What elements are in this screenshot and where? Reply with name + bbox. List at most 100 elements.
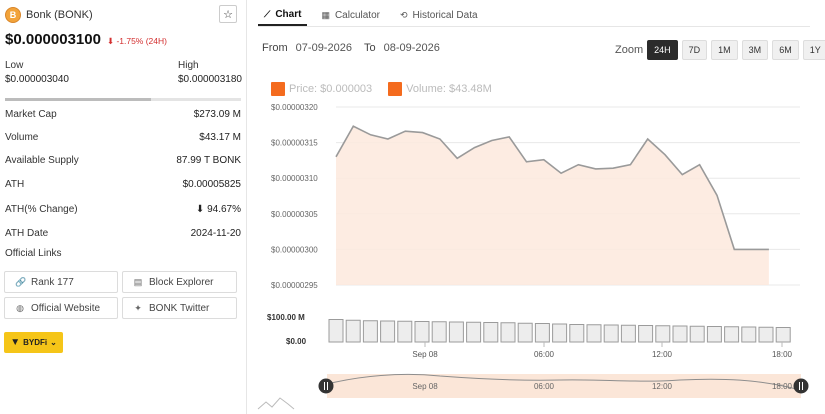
bonk-logo-icon: B	[5, 7, 21, 23]
y-tick-label: $0.00000305	[271, 210, 318, 219]
range-bar-fill	[5, 98, 152, 101]
price-line	[335, 125, 769, 251]
volume-bar	[517, 322, 533, 343]
stat-volume: Volume $43.17 M	[5, 131, 241, 143]
volume-bars	[328, 319, 791, 343]
tabs-divider	[258, 26, 810, 27]
volume-tick-label: $100.00 M	[267, 313, 305, 322]
navigator-tick-label: 12:00	[652, 382, 673, 391]
tab-historical-data[interactable]: ⟲ Historical Data	[399, 9, 478, 21]
volume-bar	[414, 321, 430, 343]
navigator: Sep 08 06:00 12:00 18:00	[257, 373, 809, 410]
volume-bar	[534, 323, 550, 343]
coin-name: Bonk (BONK)	[26, 9, 93, 21]
low-value: $0.000003040	[5, 74, 69, 85]
coin-details-panel: B Bonk (BONK) ☆ $0.000003100 ⬇ -1.75% (2…	[0, 0, 247, 414]
from-date-input[interactable]: 07-09-2026	[295, 42, 352, 54]
volume-bar	[483, 322, 499, 343]
x-tick-label: 06:00	[534, 350, 555, 359]
navigator-tick-label: 18:00	[772, 382, 793, 391]
navigator-right-handle[interactable]	[793, 378, 809, 394]
zoom-1y-button[interactable]: 1Y	[802, 40, 825, 60]
x-tick-label: 12:00	[652, 350, 673, 359]
volume-bar	[586, 324, 602, 343]
from-label: From	[262, 42, 288, 54]
volume-bar	[655, 325, 671, 343]
stat-ath: ATH $0.00005825	[5, 178, 241, 190]
volume-bar	[758, 326, 774, 343]
volume-bar	[431, 321, 447, 343]
time-x-axis: Sep 08 06:00 12:00 18:00	[412, 342, 793, 359]
mini-chart-icon	[257, 397, 295, 410]
chart-gridlines	[336, 106, 800, 286]
calculator-icon: ▦	[321, 9, 330, 20]
y-tick-label: $0.00000320	[271, 103, 318, 112]
zoom-label: Zoom	[615, 44, 644, 56]
bydfi-logo-icon: ▼	[10, 337, 21, 348]
coin-header: B Bonk (BONK) ☆	[5, 5, 241, 25]
legend-price[interactable]: Price: $0.000003	[271, 82, 372, 96]
stat-market-cap: Market Cap $273.09 M	[5, 108, 241, 120]
link-icon: 🔗	[15, 276, 27, 287]
volume-bar	[345, 319, 361, 343]
volume-bar	[448, 321, 464, 343]
volume-bar	[672, 325, 688, 343]
legend-volume[interactable]: Volume: $43.48M	[388, 82, 492, 96]
volume-bar	[328, 319, 344, 343]
price-row: $0.000003100 ⬇ -1.75% (24H)	[5, 31, 167, 48]
current-price: $0.000003100	[5, 31, 101, 48]
handle-knob	[318, 378, 334, 394]
volume-bar	[620, 324, 636, 343]
price-area-fill	[336, 126, 769, 285]
twitter-button[interactable]: ✦ BONK Twitter	[122, 297, 237, 319]
volume-bar	[362, 320, 378, 343]
star-icon: ☆	[223, 8, 233, 21]
to-label: To	[363, 42, 376, 54]
y-tick-label: $0.00000310	[271, 174, 318, 183]
low-label: Low	[5, 60, 24, 71]
navigator-tick-label: Sep 08	[412, 382, 438, 391]
date-range: From 07-09-2026 To 08-09-2026	[262, 42, 452, 54]
volume-bar	[706, 326, 722, 343]
official-links-title: Official Links	[5, 248, 62, 259]
y-tick-label: $0.00000295	[271, 281, 318, 290]
range-bar	[5, 98, 241, 101]
zoom-3m-button[interactable]: 3M	[741, 40, 769, 60]
twitter-icon: ✦	[134, 302, 142, 313]
to-date-input[interactable]: 08-09-2026	[383, 42, 440, 54]
document-icon: ▤	[133, 276, 143, 287]
zoom-6m-button[interactable]: 6M	[772, 40, 799, 60]
zoom-1m-button[interactable]: 1M	[711, 40, 738, 60]
zoom-controls: Zoom 24H 7D 1M 3M 6M 1Y	[615, 40, 825, 60]
down-arrow-icon: ⬇	[106, 36, 115, 46]
y-tick-label: $0.00000300	[271, 245, 318, 254]
volume-bar	[603, 324, 619, 343]
globe-icon: ◍	[16, 302, 24, 313]
volume-bar	[724, 326, 740, 343]
high-value: $0.000003180	[178, 74, 242, 85]
y-tick-label: $0.00000315	[271, 139, 318, 148]
stat-ath-change: ATH(% Change) ⬇ 94.67%	[5, 203, 241, 215]
x-tick-label: 18:00	[772, 350, 793, 359]
tab-chart[interactable]: ⟋ Chart	[258, 4, 308, 26]
block-explorer-button[interactable]: ▤ Block Explorer	[122, 271, 237, 293]
volume-bar	[638, 325, 654, 343]
chart-line-icon: ⟋	[264, 8, 271, 19]
volume-bar	[689, 325, 705, 343]
bydfi-button[interactable]: ▼ BYDFi ⌄	[4, 332, 63, 353]
zoom-24h-button[interactable]: 24H	[647, 40, 678, 60]
x-tick-label: Sep 08	[412, 350, 438, 359]
official-website-button[interactable]: ◍ Official Website	[4, 297, 118, 319]
tab-calculator[interactable]: ▦ Calculator	[321, 9, 380, 21]
chart-legend: Price: $0.000003 Volume: $43.48M	[271, 82, 508, 96]
volume-bar	[775, 327, 791, 343]
rank-button[interactable]: 🔗 Rank 177	[4, 271, 118, 293]
history-icon: ⟲	[399, 9, 408, 20]
favorite-star-button[interactable]: ☆	[219, 5, 237, 23]
high-label: High	[178, 60, 199, 71]
volume-bar	[741, 326, 757, 343]
legend-price-swatch	[271, 82, 285, 96]
navigator-left-handle[interactable]	[318, 378, 334, 394]
volume-bar	[397, 320, 413, 343]
zoom-7d-button[interactable]: 7D	[681, 40, 708, 60]
